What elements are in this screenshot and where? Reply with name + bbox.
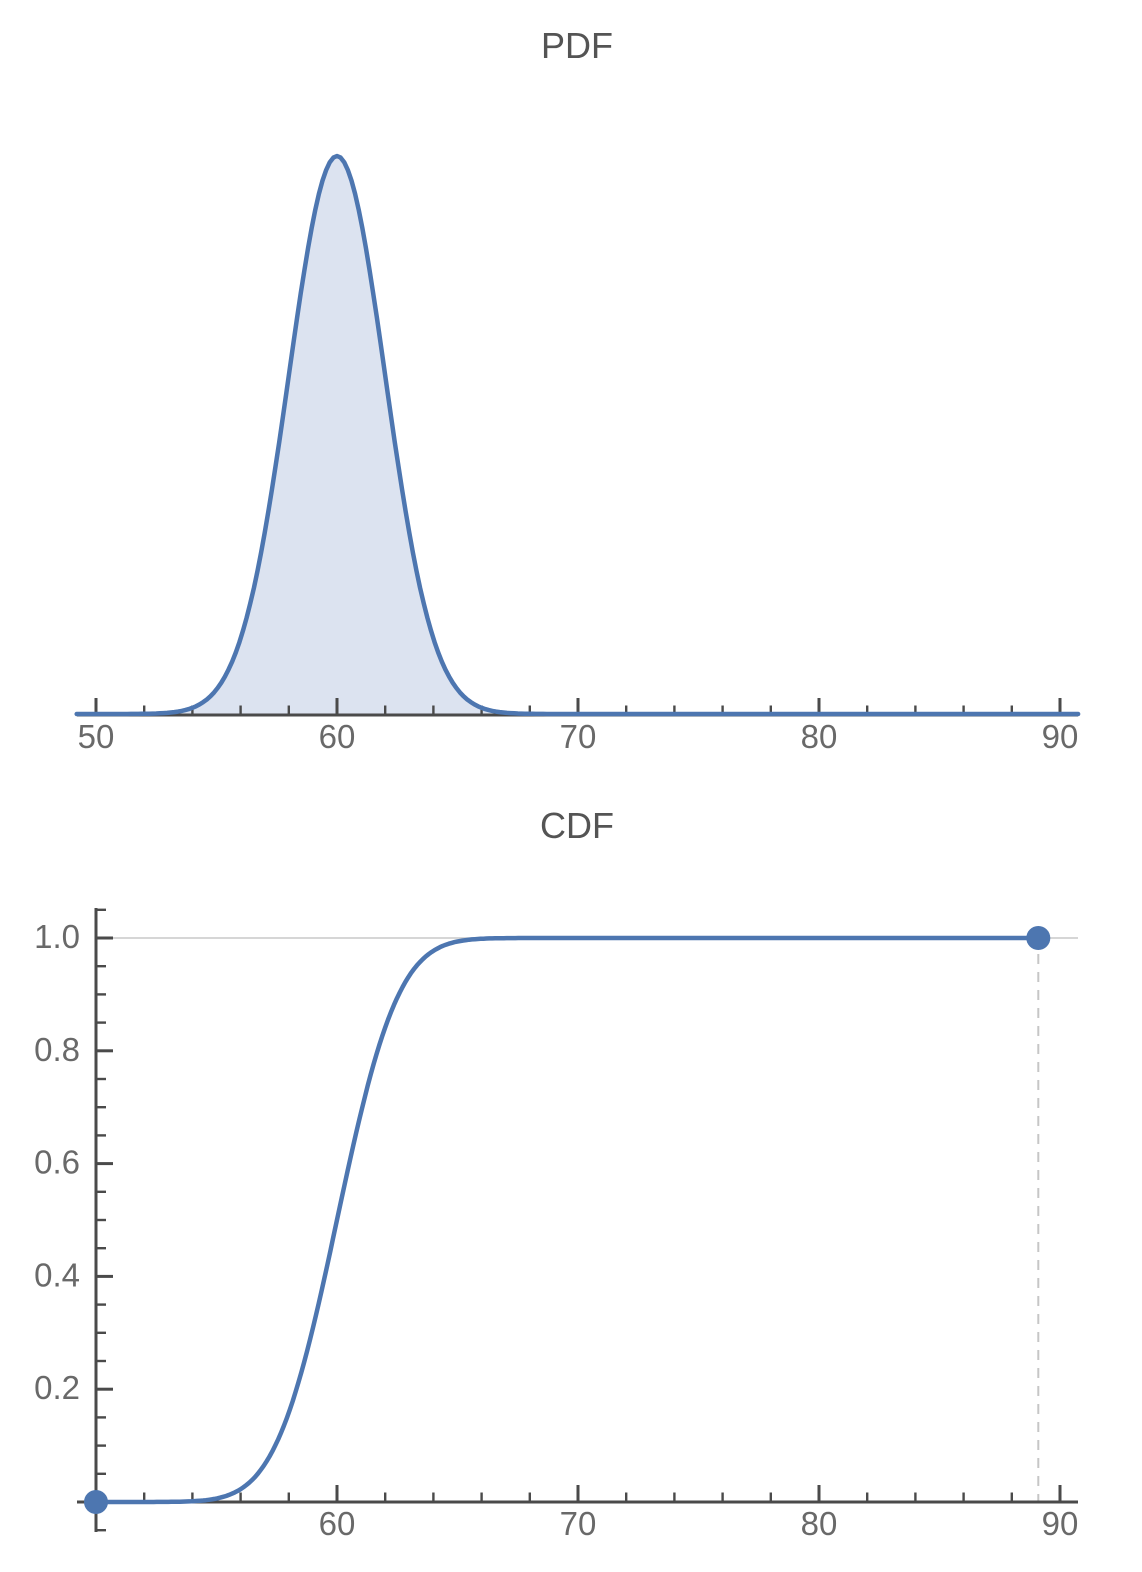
pdf-plot: 50 60 70 80 90 <box>74 153 1081 755</box>
cdf-x-tick-label: 60 <box>319 1505 356 1542</box>
cdf-x-tick-label: 90 <box>1042 1505 1079 1542</box>
cdf-endpoint-dot-right <box>1026 926 1051 950</box>
pdf-x-tick-labels: 50 60 70 80 90 <box>78 718 1079 755</box>
cdf-x-tick-label: 70 <box>560 1505 597 1542</box>
pdf-x-tick-label: 80 <box>801 718 838 755</box>
cdf-endpoint-dot-left <box>84 1490 108 1514</box>
pdf-chart-title: PDF <box>541 25 613 66</box>
cdf-x-ticks <box>142 1485 1062 1501</box>
pdf-x-tick-label: 70 <box>560 718 597 755</box>
cdf-chart-title: CDF <box>540 805 614 846</box>
pdf-area-fill <box>76 156 1079 714</box>
cdf-y-tick-label: 1.0 <box>34 918 80 955</box>
cdf-y-tick-label: 0.4 <box>34 1256 80 1293</box>
cdf-y-ticks <box>97 908 113 1532</box>
pdf-x-tick-label: 90 <box>1042 718 1079 755</box>
pdf-x-tick-label: 60 <box>319 718 356 755</box>
pdf-curve <box>74 153 1081 717</box>
cdf-y-tick-label: 0.8 <box>34 1031 80 1068</box>
cdf-x-tick-label: 80 <box>801 1505 838 1542</box>
cdf-x-tick-labels: 60 70 80 90 <box>319 1505 1079 1542</box>
cdf-curve <box>93 935 1041 1505</box>
cdf-y-tick-labels: 0.2 0.4 0.6 0.8 1.0 <box>34 918 80 1406</box>
pdf-x-tick-label: 50 <box>78 718 115 755</box>
cdf-y-tick-label: 0.6 <box>34 1144 80 1181</box>
cdf-y-tick-label: 0.2 <box>34 1369 80 1406</box>
cdf-plot: 60 70 80 90 0.2 0.4 0.6 0.8 1.0 <box>34 908 1078 1542</box>
